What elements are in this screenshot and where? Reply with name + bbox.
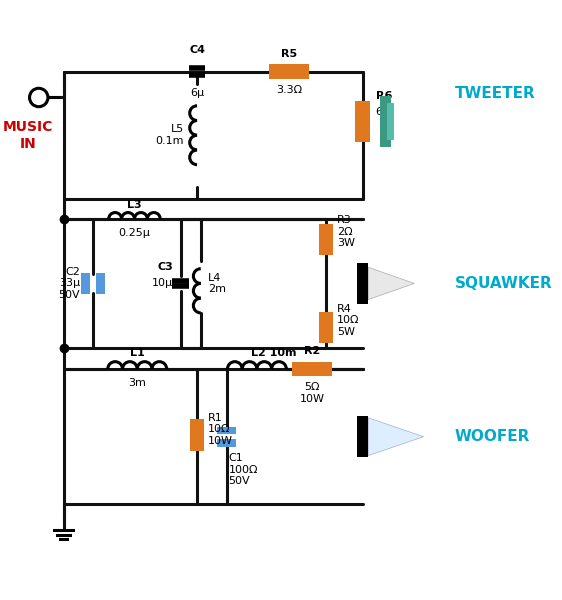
- Text: R2: R2: [304, 346, 320, 356]
- Text: 6μ: 6μ: [190, 88, 204, 98]
- FancyBboxPatch shape: [190, 419, 205, 451]
- Text: L5
0.1m: L5 0.1m: [156, 124, 184, 146]
- Bar: [357, 263, 368, 304]
- FancyBboxPatch shape: [355, 101, 370, 142]
- FancyBboxPatch shape: [217, 427, 235, 434]
- FancyBboxPatch shape: [319, 224, 333, 255]
- FancyBboxPatch shape: [292, 362, 332, 376]
- Text: R5: R5: [281, 49, 297, 59]
- FancyBboxPatch shape: [96, 274, 105, 293]
- Text: L2 10m: L2 10m: [251, 348, 297, 358]
- Bar: [387, 103, 394, 140]
- Text: 10μ: 10μ: [152, 278, 173, 289]
- Text: R4
10Ω
5W: R4 10Ω 5W: [337, 304, 360, 337]
- FancyBboxPatch shape: [81, 274, 90, 293]
- Text: 3.3Ω: 3.3Ω: [276, 85, 302, 95]
- Text: C4: C4: [189, 45, 205, 55]
- Text: R3
2Ω
3W: R3 2Ω 3W: [337, 215, 355, 248]
- Text: C1
100Ω
50V: C1 100Ω 50V: [228, 453, 258, 487]
- Text: WOOFER: WOOFER: [455, 429, 530, 444]
- FancyBboxPatch shape: [217, 439, 235, 447]
- Polygon shape: [368, 418, 424, 455]
- Text: 3m: 3m: [128, 378, 146, 388]
- Bar: [380, 96, 391, 147]
- Text: C3: C3: [157, 262, 173, 272]
- Text: TWEETER: TWEETER: [455, 86, 536, 101]
- Text: R6: R6: [375, 91, 392, 101]
- Text: SQUAWKER: SQUAWKER: [455, 276, 552, 291]
- Bar: [357, 416, 368, 457]
- Polygon shape: [368, 268, 414, 299]
- Text: C2
33μ
50V: C2 33μ 50V: [58, 267, 80, 300]
- Text: L1: L1: [130, 348, 144, 358]
- Text: L3: L3: [127, 200, 142, 210]
- Text: 5Ω
10W: 5Ω 10W: [300, 382, 325, 404]
- Text: MUSIC
IN: MUSIC IN: [2, 121, 53, 151]
- Text: 6Ω: 6Ω: [375, 107, 391, 117]
- FancyBboxPatch shape: [319, 312, 333, 343]
- FancyBboxPatch shape: [269, 64, 309, 79]
- Text: L4
2m: L4 2m: [208, 272, 226, 294]
- Text: R1
10Ω
10W: R1 10Ω 10W: [208, 413, 233, 446]
- Text: 0.25μ: 0.25μ: [119, 228, 151, 238]
